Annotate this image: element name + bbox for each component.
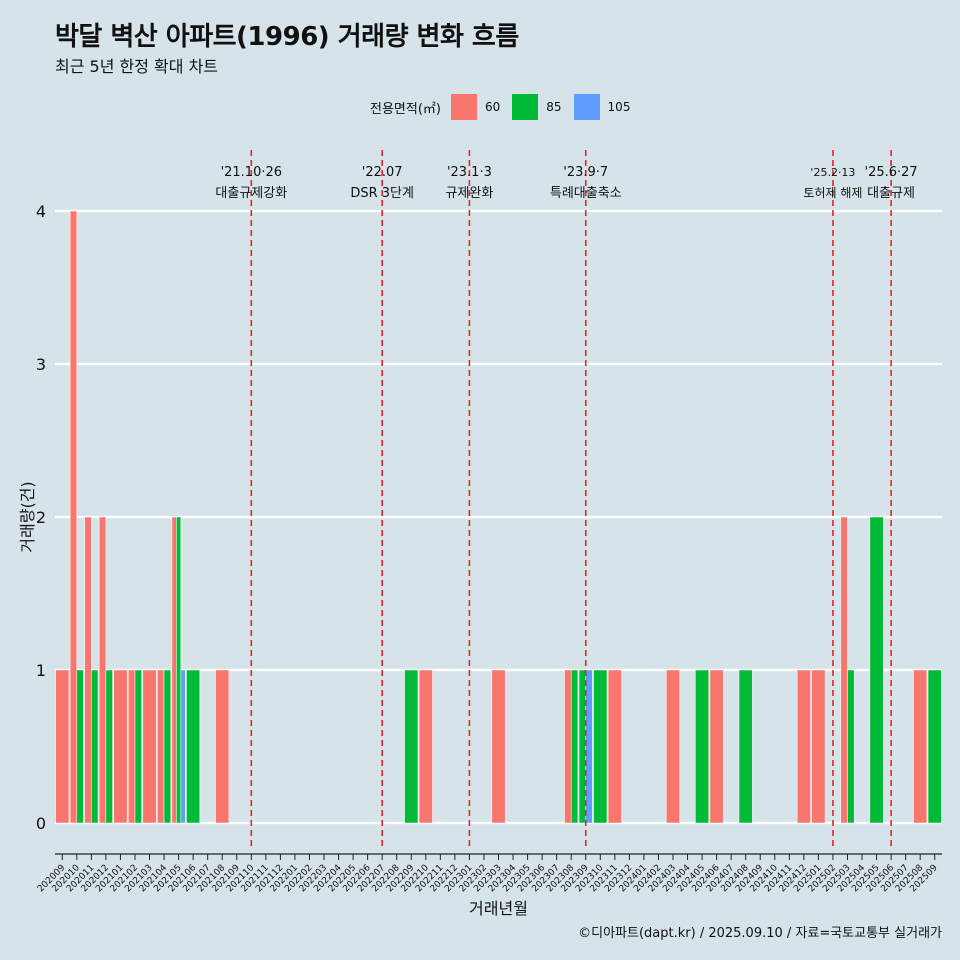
- bar-202106-85: [186, 669, 201, 824]
- bar-202210-60: [418, 669, 433, 824]
- legend-item-60: 60: [450, 94, 501, 120]
- bar-202102-85: [134, 669, 142, 824]
- bar-202412-60: [796, 669, 811, 824]
- bar-202104-85: [163, 669, 171, 824]
- annotation-label-202110: 대출규제강화: [215, 186, 287, 201]
- legend-label-85: 85: [546, 100, 562, 114]
- bar-202501-60: [811, 669, 826, 824]
- legend-swatch-60: [450, 94, 477, 120]
- bar-202505-85: [869, 516, 884, 824]
- bar-202010-85: [76, 669, 84, 824]
- bar-202009-60: [55, 669, 70, 824]
- bar-202309-85: [578, 669, 586, 824]
- bar-202105-85: [176, 516, 182, 824]
- annotation-date-202207: '22.07: [362, 165, 403, 180]
- annotation-date-202502: '25.2·13: [810, 166, 855, 179]
- bar-202405-85: [695, 669, 710, 824]
- bar-202408-85: [738, 669, 753, 824]
- legend-title: 전용면적(㎡): [370, 101, 441, 117]
- legend: 전용면적(㎡) 60 85 105: [370, 93, 642, 121]
- y-tick-label-3: 3: [36, 355, 46, 374]
- legend-label-105: 105: [607, 100, 631, 114]
- legend-label-60: 60: [484, 100, 501, 114]
- y-tick-label-4: 4: [36, 202, 46, 221]
- y-tick-label-2: 2: [36, 508, 46, 527]
- bar-202308-85: [570, 669, 579, 824]
- y-tick-label-1: 1: [36, 661, 46, 680]
- source-caption: ©디아파트(dapt.kr) / 2025.09.10 / 자료=국토교통부 실…: [578, 926, 942, 941]
- bar-202508-60: [913, 669, 928, 824]
- x-axis-title: 거래년월: [469, 899, 528, 918]
- chart-title: 박달 벽산 아파트(1996) 거래량 변화 흐름: [55, 22, 519, 52]
- bar-202011-60: [84, 516, 92, 824]
- annotation-date-202301: '23.1·3: [447, 165, 492, 180]
- legend-swatch-85: [512, 94, 539, 120]
- legend-item-105: 105: [573, 94, 631, 120]
- annotation-label-202506: 대출규제: [867, 186, 915, 201]
- bar-202308-60: [564, 669, 572, 824]
- y-tick-label-0: 0: [36, 814, 46, 833]
- bar-202309-105: [585, 669, 593, 824]
- annotation-label-202301: 규제완화: [445, 186, 493, 201]
- bar-202012-85: [105, 669, 113, 824]
- annotation-date-202110: '21.10·26: [221, 165, 282, 180]
- chart-subtitle: 최근 5년 한정 확대 차트: [55, 57, 219, 76]
- bar-202010-60: [69, 210, 78, 824]
- bar-202406-60: [709, 669, 724, 824]
- annotation-label-202309: 특례대출축소: [550, 186, 622, 201]
- bar-202011-85: [91, 669, 99, 824]
- bar-202102-60: [128, 669, 136, 824]
- annotation-date-202506: '25.6·27: [865, 165, 918, 180]
- bar-202108-60: [215, 669, 230, 824]
- legend-item-85: 85: [512, 94, 562, 120]
- bar-202503-60: [840, 516, 848, 824]
- bar-202303-60: [491, 669, 506, 824]
- bar-202105-105: [180, 669, 186, 824]
- bar-202103-60: [142, 669, 157, 824]
- bar-202310-85: [593, 669, 608, 824]
- bar-202209-85: [404, 669, 419, 824]
- bar-202105-60: [171, 516, 177, 824]
- y-axis-title: 거래량(건): [18, 481, 37, 552]
- legend-swatch-105: [573, 94, 600, 120]
- bar-202012-60: [98, 516, 107, 824]
- bar-202104-60: [157, 669, 165, 824]
- bar-202311-60: [607, 669, 622, 824]
- annotation-label-202207: DSR 3단계: [350, 186, 414, 201]
- annotation-date-202309: '23.9·7: [563, 165, 608, 180]
- bar-202101-60: [113, 669, 128, 824]
- bar-202509-85: [927, 669, 942, 824]
- bar-202503-85: [847, 669, 855, 824]
- bar-202403-60: [666, 669, 680, 824]
- annotation-label-202502: 토허제 해제: [803, 186, 862, 200]
